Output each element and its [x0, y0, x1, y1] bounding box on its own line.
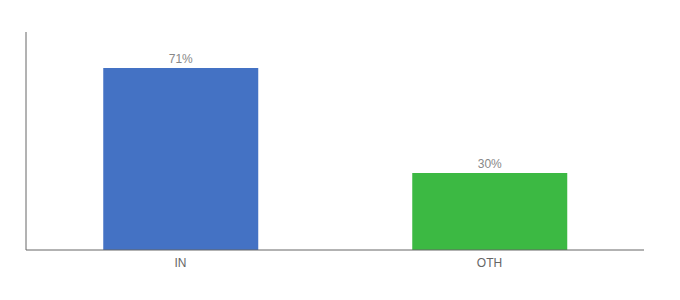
svg-text:IN: IN — [175, 256, 187, 270]
svg-text:30%: 30% — [478, 157, 502, 171]
svg-text:71%: 71% — [169, 52, 193, 66]
svg-text:OTH: OTH — [477, 256, 502, 270]
